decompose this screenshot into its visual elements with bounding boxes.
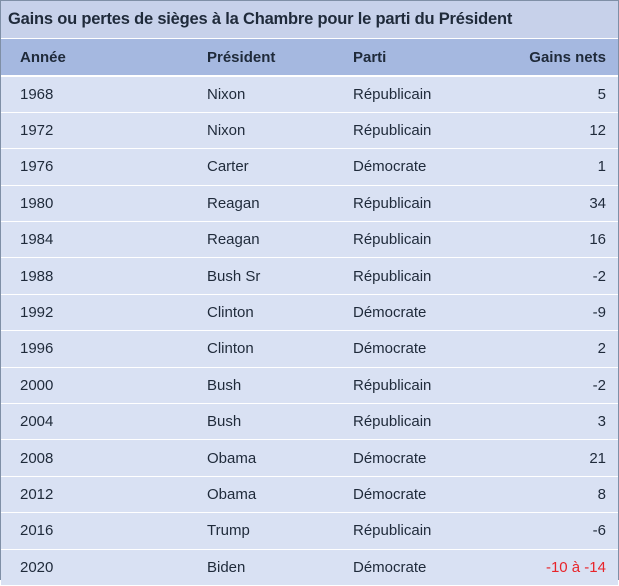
cell-party: Républicain [337,76,497,113]
table-row: 1972 Nixon Républicain 12 [1,112,618,150]
cell-president: Obama [191,439,337,477]
cell-net-gain: 3 [497,403,618,441]
cell-net-gain: 1 [497,148,618,186]
cell-year: 2008 [1,439,191,477]
table-row: 2000 Bush Républicain -2 [1,367,618,405]
cell-year: 2000 [1,367,191,405]
cell-president: Nixon [191,76,337,113]
cell-year: 1996 [1,330,191,368]
cell-net-gain: 16 [497,221,618,259]
cell-president: Nixon [191,112,337,150]
cell-party: Républicain [337,112,497,150]
seat-gains-table: Année Président Parti Gains nets 1968 Nix… [1,39,618,586]
cell-president: Clinton [191,294,337,332]
cell-president: Bush [191,403,337,441]
cell-net-gain: 34 [497,185,618,223]
cell-party: Républicain [337,512,497,550]
cell-net-gain: -9 [497,294,618,332]
cell-year: 1968 [1,76,191,113]
cell-net-gain: -10 à -14 [497,549,618,586]
table-row: 1976 Carter Démocrate 1 [1,148,618,186]
cell-year: 2020 [1,549,191,586]
cell-net-gain: 12 [497,112,618,150]
cell-party: Démocrate [337,330,497,368]
cell-president: Carter [191,148,337,186]
column-header-president: Président [191,39,337,77]
cell-party: Démocrate [337,476,497,514]
cell-party: Démocrate [337,549,497,586]
column-header-year: Année [1,39,191,77]
column-header-net-gain: Gains nets [497,39,618,77]
cell-president: Reagan [191,185,337,223]
table-row: 1992 Clinton Démocrate -9 [1,294,618,332]
column-header-party: Parti [337,39,497,77]
cell-party: Démocrate [337,148,497,186]
cell-year: 1984 [1,221,191,259]
table-body: 1968 Nixon Républicain 5 1972 Nixon Républicai… [1,76,618,586]
table-row: 2016 Trump Républicain -6 [1,512,618,550]
table-header-row: Année Président Parti Gains nets [1,39,618,77]
cell-year: 1992 [1,294,191,332]
cell-net-gain: -6 [497,512,618,550]
cell-president: Bush [191,367,337,405]
cell-net-gain: 5 [497,76,618,113]
cell-net-gain: -2 [497,257,618,295]
cell-party: Républicain [337,257,497,295]
table-row: 1980 Reagan Républicain 34 [1,185,618,223]
cell-party: Républicain [337,403,497,441]
cell-president: Clinton [191,330,337,368]
cell-net-gain: 21 [497,439,618,477]
table-title: Gains ou pertes de sièges à la Chambre p… [1,1,618,39]
cell-net-gain: -2 [497,367,618,405]
cell-year: 2004 [1,403,191,441]
cell-year: 1976 [1,148,191,186]
cell-president: Bush Sr [191,257,337,295]
table-row: 2012 Obama Démocrate 8 [1,476,618,514]
cell-president: Biden [191,549,337,586]
cell-net-gain: 2 [497,330,618,368]
table-row: 1996 Clinton Démocrate 2 [1,330,618,368]
table-row: 1968 Nixon Républicain 5 [1,76,618,113]
cell-party: Démocrate [337,294,497,332]
cell-party: Démocrate [337,439,497,477]
cell-year: 1972 [1,112,191,150]
table-row: 1984 Reagan Républicain 16 [1,221,618,259]
cell-president: Trump [191,512,337,550]
cell-year: 1988 [1,257,191,295]
cell-president: Obama [191,476,337,514]
cell-party: Républicain [337,185,497,223]
table-row: 2004 Bush Républicain 3 [1,403,618,441]
cell-net-gain: 8 [497,476,618,514]
cell-party: Républicain [337,367,497,405]
cell-party: Républicain [337,221,497,259]
cell-year: 2012 [1,476,191,514]
table-row: 1988 Bush Sr Républicain -2 [1,257,618,295]
cell-president: Reagan [191,221,337,259]
cell-year: 2016 [1,512,191,550]
table-row: 2020 Biden Démocrate -10 à -14 [1,549,618,586]
cell-year: 1980 [1,185,191,223]
table-row: 2008 Obama Démocrate 21 [1,439,618,477]
